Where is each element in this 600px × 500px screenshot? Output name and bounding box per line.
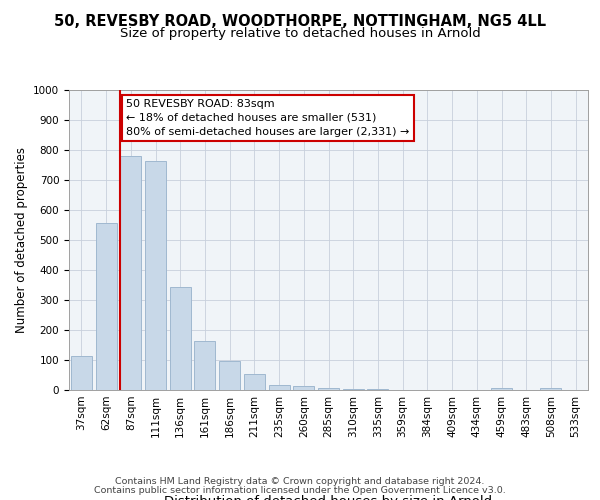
Bar — [170, 286, 191, 390]
X-axis label: Distribution of detached houses by size in Arnold: Distribution of detached houses by size … — [164, 496, 493, 500]
Bar — [244, 374, 265, 390]
Bar — [541, 388, 562, 390]
Bar — [145, 161, 166, 390]
Bar — [269, 384, 290, 390]
Text: Contains HM Land Registry data © Crown copyright and database right 2024.: Contains HM Land Registry data © Crown c… — [115, 477, 485, 486]
Bar — [95, 223, 116, 390]
Text: 50 REVESBY ROAD: 83sqm
← 18% of detached houses are smaller (531)
80% of semi-de: 50 REVESBY ROAD: 83sqm ← 18% of detached… — [127, 99, 410, 137]
Text: 50, REVESBY ROAD, WOODTHORPE, NOTTINGHAM, NG5 4LL: 50, REVESBY ROAD, WOODTHORPE, NOTTINGHAM… — [54, 14, 546, 29]
Bar — [491, 388, 512, 390]
Bar — [194, 340, 215, 390]
Bar — [219, 361, 240, 390]
Text: Contains public sector information licensed under the Open Government Licence v3: Contains public sector information licen… — [94, 486, 506, 495]
Y-axis label: Number of detached properties: Number of detached properties — [14, 147, 28, 333]
Bar — [318, 388, 339, 390]
Bar — [367, 389, 388, 390]
Bar — [71, 356, 92, 390]
Bar — [293, 386, 314, 390]
Bar — [120, 156, 141, 390]
Bar — [343, 388, 364, 390]
Text: Size of property relative to detached houses in Arnold: Size of property relative to detached ho… — [119, 28, 481, 40]
